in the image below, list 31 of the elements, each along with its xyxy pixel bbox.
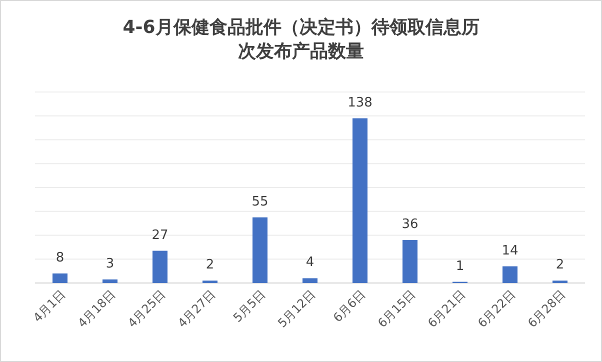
x-tick-label: 4月18日 [75, 287, 118, 330]
x-tick-label: 6月21日 [425, 287, 468, 330]
data-label: 27 [152, 228, 168, 243]
data-label: 8 [56, 250, 64, 266]
bar [502, 266, 518, 283]
data-label: 1 [456, 258, 464, 274]
bar [402, 240, 418, 283]
x-tick-label: 5月5日 [230, 287, 268, 325]
bar [352, 118, 368, 283]
bar [52, 273, 68, 283]
chart-title: 4-6月保健食品批件（决定书）待领取信息历次发布产品数量 [122, 17, 480, 62]
data-label: 4 [306, 255, 314, 270]
x-tick-label: 6月22日 [475, 287, 518, 330]
data-label: 138 [348, 95, 372, 110]
data-label: 55 [252, 194, 268, 210]
x-tick-label: 5月12日 [275, 287, 318, 330]
data-label: 2 [556, 258, 564, 273]
data-label: 14 [502, 243, 518, 258]
bar [102, 279, 118, 283]
bar [302, 278, 318, 283]
x-tick-label: 6月6日 [330, 287, 368, 325]
x-tick-label: 4月1日 [30, 287, 68, 325]
x-tick-label: 6月28日 [525, 287, 568, 330]
data-label: 2 [206, 258, 214, 273]
bar [252, 217, 268, 283]
x-tick-label: 4月27日 [175, 287, 218, 330]
data-label: 3 [106, 256, 114, 272]
data-label: 36 [402, 217, 418, 232]
x-tick-label: 4月25日 [125, 287, 168, 330]
x-tick-label: 6月15日 [375, 287, 418, 330]
bar [152, 250, 168, 283]
